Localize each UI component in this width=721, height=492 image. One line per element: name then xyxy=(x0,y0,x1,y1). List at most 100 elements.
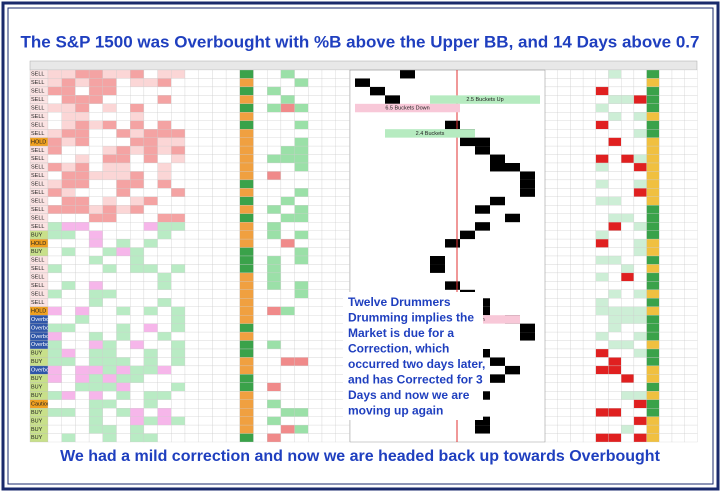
cell xyxy=(608,272,622,282)
cell xyxy=(198,408,213,417)
chart-frame xyxy=(349,69,546,443)
cell xyxy=(75,247,90,257)
cell xyxy=(75,391,90,400)
cell xyxy=(582,298,596,307)
cell xyxy=(321,188,336,197)
cell xyxy=(88,391,103,400)
cell xyxy=(544,69,558,79)
cell xyxy=(212,213,227,223)
cell xyxy=(75,129,90,138)
cell xyxy=(184,230,199,240)
cell xyxy=(88,120,103,130)
cell xyxy=(75,188,90,197)
cell xyxy=(544,416,558,426)
cell xyxy=(47,154,62,164)
cell xyxy=(608,69,622,79)
cell xyxy=(646,357,660,367)
cell xyxy=(75,162,90,172)
cell xyxy=(171,103,186,113)
cell xyxy=(595,315,609,324)
signal-label: BUY xyxy=(31,410,43,416)
cell xyxy=(582,247,596,257)
cell xyxy=(116,129,131,138)
cell xyxy=(308,162,323,172)
cell xyxy=(184,374,199,383)
cell xyxy=(61,408,76,417)
cell xyxy=(157,129,172,138)
cell xyxy=(570,255,584,265)
cell xyxy=(171,323,186,333)
cell xyxy=(280,315,295,324)
cell xyxy=(659,315,673,324)
cell xyxy=(198,112,213,121)
cell xyxy=(308,179,323,189)
cell xyxy=(116,399,131,409)
cell xyxy=(621,323,635,333)
cell xyxy=(267,391,282,400)
cell xyxy=(61,222,76,231)
cell xyxy=(267,145,282,155)
cell xyxy=(239,264,254,274)
cell xyxy=(47,188,62,197)
cell xyxy=(646,424,660,434)
cell xyxy=(116,264,131,274)
cell xyxy=(294,306,309,316)
cell xyxy=(595,129,609,138)
cell xyxy=(684,188,698,197)
cell xyxy=(102,103,117,113)
cell xyxy=(212,399,227,409)
cell xyxy=(308,196,323,206)
cell xyxy=(335,433,350,443)
cell xyxy=(47,408,62,417)
cell xyxy=(116,78,131,88)
cell xyxy=(225,238,240,248)
cell xyxy=(88,247,103,257)
cell xyxy=(659,281,673,290)
cell xyxy=(212,196,227,206)
cell xyxy=(582,86,596,96)
cell xyxy=(184,162,199,172)
cell xyxy=(321,289,336,299)
cell xyxy=(184,399,199,409)
cell xyxy=(47,365,62,375)
cell xyxy=(608,281,622,290)
cell xyxy=(143,247,158,257)
annotation-line: Drumming implies the xyxy=(348,311,474,325)
cell xyxy=(684,205,698,214)
cell xyxy=(225,137,240,147)
block xyxy=(370,86,385,96)
cell xyxy=(294,222,309,231)
cell xyxy=(294,348,309,358)
cell xyxy=(335,103,350,113)
cell xyxy=(198,264,213,274)
inner-border xyxy=(7,7,714,485)
cell xyxy=(684,365,698,375)
cell xyxy=(225,323,240,333)
annotation-line: Days and now we are xyxy=(348,388,470,402)
cell xyxy=(88,103,103,113)
cell xyxy=(570,129,584,138)
cell xyxy=(595,213,609,223)
cell xyxy=(557,86,571,96)
cell xyxy=(633,289,647,299)
cell xyxy=(253,171,268,181)
cell xyxy=(212,424,227,434)
cell xyxy=(225,86,240,96)
cell xyxy=(321,331,336,341)
cell xyxy=(595,408,609,417)
cell xyxy=(47,145,62,155)
cell xyxy=(321,365,336,375)
cell xyxy=(239,171,254,181)
cell xyxy=(595,289,609,299)
cell xyxy=(198,205,213,214)
cell xyxy=(102,205,117,214)
cell xyxy=(671,78,685,88)
cell xyxy=(143,213,158,223)
cell xyxy=(47,205,62,214)
cell xyxy=(633,399,647,409)
cell xyxy=(321,424,336,434)
cell xyxy=(621,154,635,164)
cell xyxy=(608,391,622,400)
cell xyxy=(621,162,635,172)
cell xyxy=(157,69,172,79)
